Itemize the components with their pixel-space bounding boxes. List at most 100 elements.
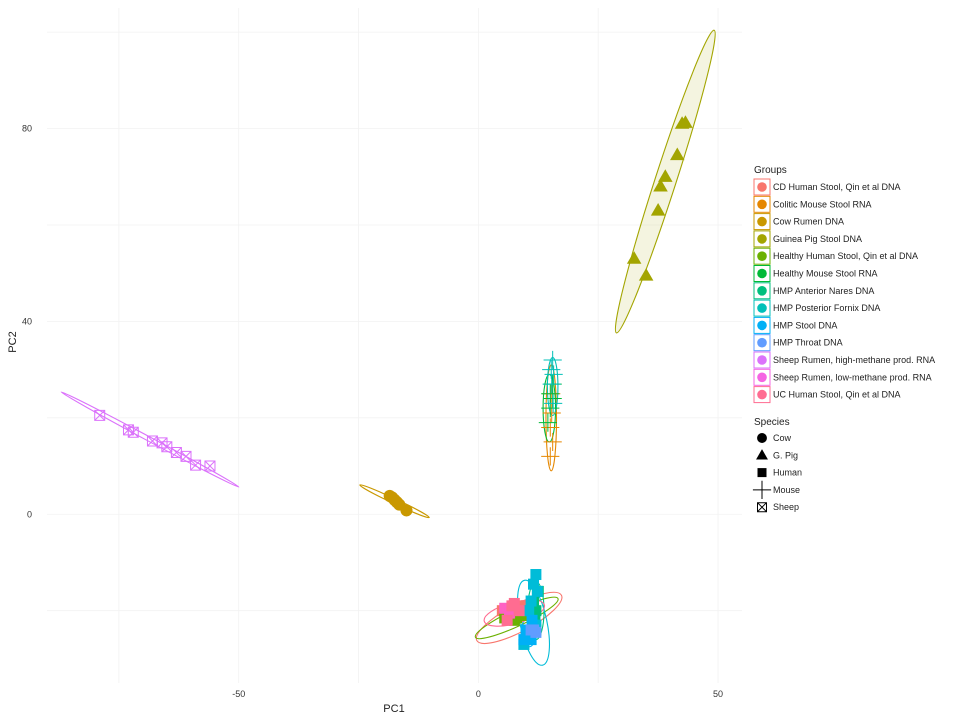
data-point [544,365,563,384]
legend-group-label: Sheep Rumen, high-methane prod. RNA [773,355,935,365]
data-point [383,489,396,502]
legend-shape-square-icon [757,468,767,478]
legend-key-box [753,316,771,334]
legend-shape-circle-icon [757,433,767,443]
legend-group-label: HMP Stool DNA [773,320,837,330]
y-tick-label: 0 [27,509,32,519]
data-point [393,498,406,511]
data-point [650,202,666,216]
legend: Groups CD Human Stool, Qin et al DNA Coli… [752,165,935,513]
y-tick-label: 40 [22,316,32,326]
legend-key-box [753,230,771,248]
legend-group-label: Cow Rumen DNA [773,217,844,227]
data-point [541,447,560,466]
data-point [525,624,537,636]
legend-groups: CD Human Stool, Qin et al DNA Colitic Mou… [753,178,935,404]
legend-key-box [753,195,771,213]
legend-species-label: G. Pig [773,450,798,460]
data-point [508,597,520,609]
x-tick-label: -50 [232,689,245,699]
x-axis-title: PC1 [383,703,404,715]
data-point [530,605,542,617]
legend-shape-sheep-icon [757,502,767,513]
legend-group-label: HMP Anterior Nares DNA [773,286,874,296]
data-point [531,585,543,597]
data-point [543,350,562,370]
x-tick-label: 0 [476,689,481,699]
legend-key-box [753,351,771,369]
legend-key-box [753,178,771,196]
legend-key-dot [757,199,767,210]
legend-key-box [753,247,771,265]
x-axis-ticks: -50 0 50 [232,689,723,699]
legend-key-dot [757,286,767,296]
grid-lines [47,8,742,683]
legend-key-dot [757,268,767,279]
legend-key-dot [757,355,767,365]
data-point [523,605,535,617]
legend-group-label: Colitic Mouse Stool RNA [773,199,872,209]
legend-key-box [753,265,771,282]
legend-species-label: Sheep [773,502,799,512]
data-point [190,459,202,471]
legend-group-label: Healthy Human Stool, Qin et al DNA [773,251,918,261]
legend-key-dot [757,303,767,313]
data-point [180,450,192,462]
legend-key-dot [757,372,767,383]
legend-key-box [753,386,771,404]
data-point [513,605,525,617]
legend-species-label: Mouse [773,485,800,495]
data-point [504,607,516,619]
data-point [542,403,561,423]
data-point [94,409,106,421]
data-point [525,634,537,646]
data-point [501,614,513,626]
y-tick-label: 80 [22,124,32,134]
x-tick-label: 50 [713,689,723,699]
legend-key-box [753,334,771,352]
data-point [127,426,139,438]
legend-key-box [753,282,771,300]
data-point [204,460,216,472]
legend-key-dot [757,389,767,400]
legend-group-label: UC Human Stool, Qin et al DNA [773,390,901,400]
data-point [544,394,563,413]
data-point [658,169,673,182]
y-axis-title: PC2 [7,331,19,352]
data-point [528,578,539,590]
legend-group-label: HMP Posterior Fornix DNA [773,303,880,313]
legend-key-box [753,368,771,386]
data-point [543,432,562,452]
data-point [538,413,557,432]
legend-group-label: Healthy Mouse Stool RNA [773,269,878,279]
legend-key-dot [757,216,767,227]
data-point [670,147,685,161]
group-ellipse [60,391,240,488]
legend-species-label: Human [773,468,802,478]
legend-key-dot [757,182,767,192]
data-point [638,268,654,281]
y-axis-ticks: 0 40 80 [22,124,32,520]
data-point [678,115,693,128]
data-point [542,360,561,379]
legend-groups-title: Groups [754,165,787,176]
point-layer [94,115,693,650]
legend-group-label: CD Human Stool, Qin et al DNA [773,182,901,192]
data-point [541,384,560,403]
data-point [541,418,560,437]
legend-key-box [753,213,771,231]
group-ellipse [516,579,551,666]
legend-key-box [753,299,771,317]
legend-key-dot [757,234,767,244]
legend-key-dot [757,251,767,261]
legend-key-dot [757,320,767,331]
data-point [525,595,537,607]
legend-shape-plus-icon [752,480,772,499]
legend-shape-triangle-icon [756,449,768,460]
data-point [626,251,642,264]
legend-key-dot [757,337,767,348]
data-point [653,178,668,192]
legend-group-label: HMP Throat DNA [773,338,843,348]
legend-group-label: Sheep Rumen, low-methane prod. RNA [773,372,932,382]
data-point [518,634,530,646]
